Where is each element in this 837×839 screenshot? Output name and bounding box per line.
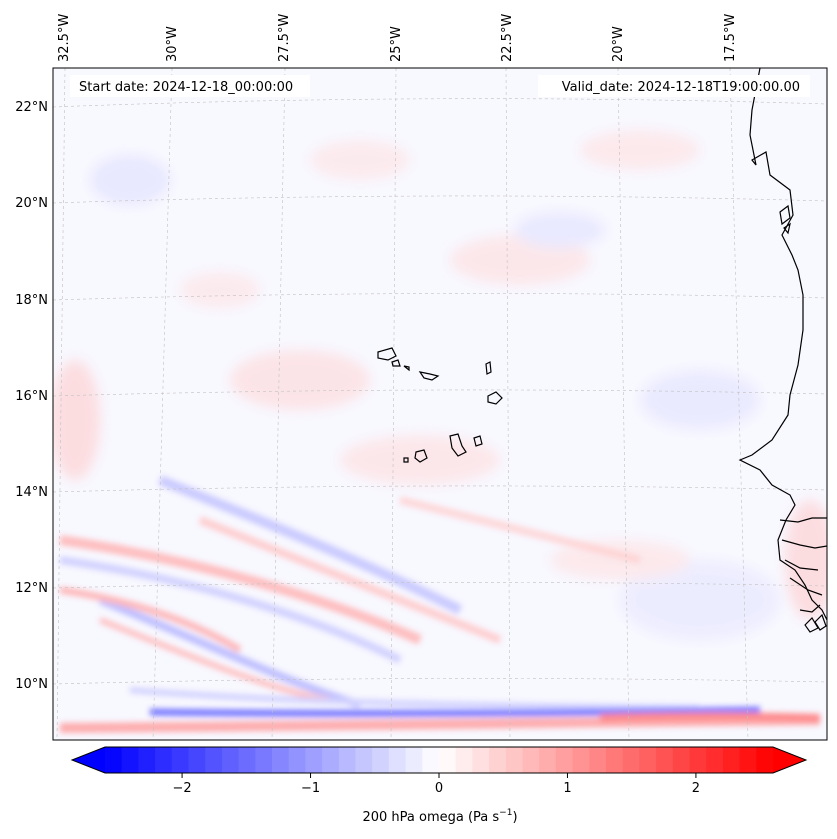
colorbar-extend-min [72, 747, 105, 773]
island-maio [473, 435, 483, 447]
colorbar-outline [70, 746, 808, 774]
island-sal [485, 361, 492, 375]
colorbar-bin [355, 747, 373, 773]
lon-label: 25°W [389, 26, 404, 62]
map-frame [52, 67, 828, 741]
colorbar-bin [555, 747, 574, 773]
colorbar-extend-max [773, 747, 806, 773]
colorbar-bin [238, 747, 256, 773]
colorbar-bin [255, 747, 273, 773]
colorbar-tick-label: 0 [435, 781, 443, 796]
colorbar-bin [422, 747, 440, 773]
colorbar-bin [656, 747, 674, 773]
colorbar-bin [472, 747, 490, 773]
coastline [738, 68, 827, 633]
colorbar-bin [455, 747, 473, 773]
lon-label: 30°W [165, 26, 180, 62]
start-date: Start date: 2024-12-18_00:00:00 [79, 80, 293, 95]
colorbar-tick-label: −2 [172, 781, 191, 796]
colorbar-bin [505, 747, 523, 773]
island-boa-vista [487, 391, 503, 405]
colorbar-bin [171, 747, 189, 773]
colorbar-bin [205, 747, 223, 773]
colorbar-bin [221, 747, 240, 773]
colorbar-bin [288, 747, 306, 773]
island-fogo [414, 449, 428, 463]
lon-label: 20°W [611, 26, 626, 62]
island-santo-antao [377, 347, 397, 361]
colorbar-label: 200 hPa omega (Pa s−1) [362, 808, 517, 825]
valid-date: Valid_date: 2024-12-18T19:00:00.00 [562, 80, 800, 95]
colorbar-bin [572, 747, 590, 773]
colorbar-tick-label: 2 [692, 781, 700, 796]
colorbar-bin [672, 747, 690, 773]
colorbar-bin [138, 747, 156, 773]
colorbar-bin [639, 747, 657, 773]
colorbar-bin [405, 747, 423, 773]
colorbar-bin [372, 747, 390, 773]
colorbar-bin [539, 747, 557, 773]
island-santiago [449, 433, 467, 457]
lat-label: 18°N [15, 293, 48, 308]
lat-label: 16°N [15, 389, 48, 404]
latitude-labels: 22°N 20°N 18°N 16°N 14°N 12°N 10°N [15, 100, 48, 692]
lat-label: 20°N [15, 196, 48, 211]
colorbar-bins [72, 747, 806, 773]
island-sao-vicente [391, 359, 401, 367]
colorbar-bin [439, 747, 457, 773]
lat-label: 10°N [15, 677, 48, 692]
colorbar-bin [322, 747, 340, 773]
graticule [53, 68, 827, 740]
africa-coastline [738, 68, 827, 621]
lat-label: 14°N [15, 485, 48, 500]
colorbar-bin [739, 747, 757, 773]
colorbar: −2 −1 0 1 2 200 hPa omega (Pa s−1) [70, 746, 808, 825]
omega-field [53, 130, 827, 733]
colorbar-bin [722, 747, 741, 773]
colorbar-ticks: −2 −1 0 1 2 [172, 773, 700, 796]
colorbar-tick-label: −1 [301, 781, 320, 796]
island-santa-luzia [403, 365, 410, 372]
lon-label: 17.5°W [723, 14, 738, 62]
colorbar-bin [756, 747, 774, 773]
colorbar-bin [622, 747, 640, 773]
colorbar-bin [188, 747, 206, 773]
colorbar-bin [121, 747, 139, 773]
colorbar-bin [155, 747, 173, 773]
senegal-detail [779, 517, 827, 613]
colorbar-bin [689, 747, 707, 773]
header: Start date: 2024-12-18_00:00:00 Valid_da… [70, 75, 810, 97]
colorbar-bin [606, 747, 624, 773]
island-sao-nicolau [418, 371, 440, 381]
colorbar-bin [105, 747, 123, 773]
colorbar-bin [338, 747, 356, 773]
colorbar-tick-label: 1 [563, 781, 571, 796]
colorbar-bin [272, 747, 290, 773]
colorbar-bin [489, 747, 507, 773]
island-brava [403, 457, 409, 463]
longitude-labels: 32.5°W 30°W 27.5°W 25°W 22.5°W 20°W 17.5… [57, 14, 738, 62]
cape-verde-islands [377, 347, 503, 463]
colorbar-bin [589, 747, 607, 773]
lat-label: 12°N [15, 581, 48, 596]
lon-label: 27.5°W [277, 14, 292, 62]
colorbar-bin [706, 747, 724, 773]
lat-label: 22°N [15, 100, 48, 115]
colorbar-bin [388, 747, 407, 773]
lon-label: 22.5°W [500, 14, 515, 62]
colorbar-bin [305, 747, 323, 773]
lon-label: 32.5°W [57, 14, 72, 62]
colorbar-bin [522, 747, 540, 773]
